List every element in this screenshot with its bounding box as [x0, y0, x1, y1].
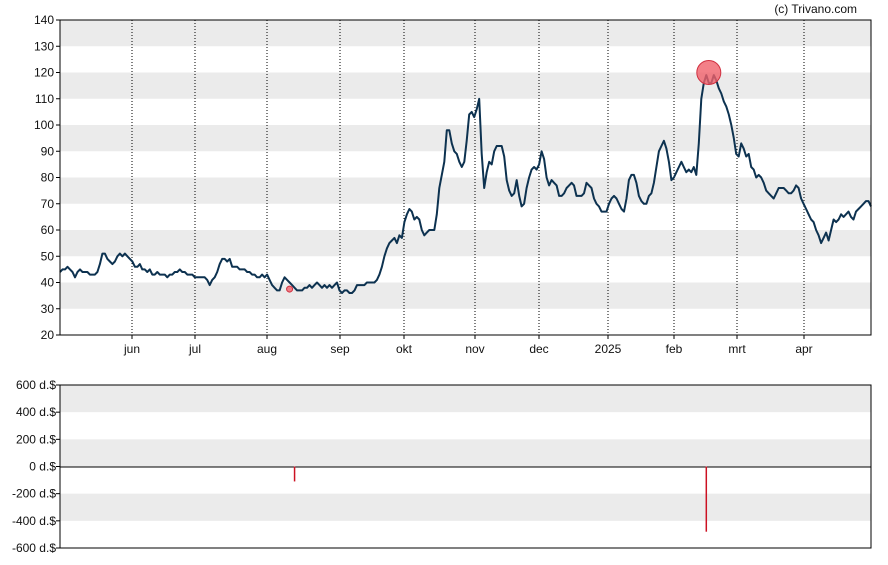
- x-tick-label: dec: [529, 342, 548, 356]
- grid-band: [60, 385, 871, 413]
- grid-band: [60, 493, 871, 521]
- x-tick-label: sep: [330, 342, 350, 356]
- y-tick-label: 60: [41, 223, 55, 237]
- y-tick-label: 80: [41, 171, 55, 185]
- y-tick-label: 30: [41, 302, 55, 316]
- volume-plot-frame: [59, 384, 872, 549]
- y-tick-label: -400 d.$: [12, 514, 56, 528]
- x-tick-label: okt: [396, 342, 413, 356]
- y-tick-label: 600 d.$: [16, 378, 56, 392]
- price-x-axis-ticks: jun jul aug sep okt nov dec 2025 feb mrt apr: [123, 335, 813, 356]
- y-tick-label: 40: [41, 276, 55, 290]
- grid-band: [60, 230, 871, 257]
- price-panel: 140 130 120 110 100 90 80 70 60 50 40 30 20 jun jul au…: [34, 13, 872, 356]
- y-tick-label: 400 d.$: [16, 405, 56, 419]
- volume-bars: [293, 466, 708, 532]
- y-tick-label: 90: [41, 144, 55, 158]
- volume-panel: 600 d.$ 400 d.$ 200 d.$ 0 d.$ -200 d.$ -400 d…: [12, 378, 872, 555]
- x-tick-label: mrt: [728, 342, 746, 356]
- insider-trade-marker: [696, 60, 722, 85]
- volume-y-axis-ticks: 600 d.$ 400 d.$ 200 d.$ 0 d.$ -200 d.$ -400 d…: [12, 378, 60, 555]
- price-grid-bands: [60, 20, 871, 309]
- price-series: [59, 74, 872, 294]
- price-plot-frame: [59, 19, 872, 336]
- x-tick-label: jul: [188, 342, 201, 356]
- volume-grid-bands: [60, 385, 871, 521]
- grid-band: [60, 20, 871, 47]
- price-line: [59, 74, 872, 294]
- y-tick-label: 70: [41, 197, 55, 211]
- grid-band: [60, 282, 871, 309]
- y-tick-label: 0 d.$: [29, 460, 56, 474]
- price-y-axis-ticks: 140 130 120 110 100 90 80 70 60 50 40 30 20: [34, 13, 60, 342]
- y-tick-label: 50: [41, 249, 55, 263]
- x-tick-label: feb: [666, 342, 683, 356]
- y-tick-label: 140: [34, 13, 54, 27]
- y-tick-label: 200 d.$: [16, 432, 56, 446]
- x-tick-label: jun: [123, 342, 140, 356]
- y-tick-label: 130: [34, 39, 54, 53]
- y-tick-label: -600 d.$: [12, 541, 56, 555]
- x-tick-label: 2025: [595, 342, 622, 356]
- x-tick-label: nov: [465, 342, 484, 356]
- y-tick-label: 20: [41, 328, 55, 342]
- grid-band: [60, 72, 871, 99]
- y-tick-label: -200 d.$: [12, 487, 56, 501]
- x-tick-label: aug: [257, 342, 277, 356]
- insider-trade-marker: [286, 285, 294, 293]
- y-tick-label: 100: [34, 118, 54, 132]
- price-markers: [286, 60, 722, 293]
- y-tick-label: 110: [35, 92, 54, 106]
- x-tick-label: apr: [795, 342, 812, 356]
- y-tick-label: 120: [34, 66, 54, 80]
- grid-band: [60, 177, 871, 204]
- grid-band: [60, 439, 871, 467]
- credit-text: (c) Trivano.com: [774, 2, 857, 16]
